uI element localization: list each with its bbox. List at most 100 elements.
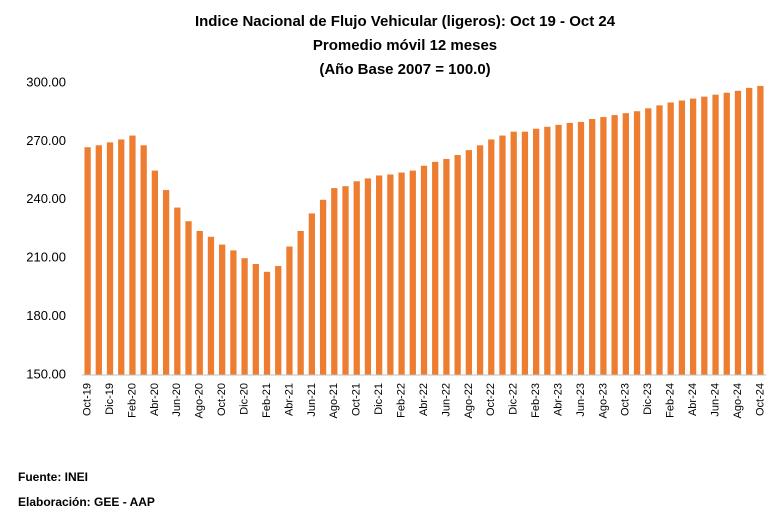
bar <box>510 131 517 375</box>
bar <box>387 174 394 375</box>
bar <box>286 246 293 375</box>
bar <box>622 113 629 375</box>
x-tick-label: Abr-20 <box>149 383 161 416</box>
x-tick-label: Dic-23 <box>642 383 654 415</box>
bar <box>712 94 719 376</box>
bar <box>757 85 764 376</box>
bar <box>185 221 192 375</box>
bar <box>656 105 663 376</box>
bar <box>308 213 316 375</box>
x-tick-label: Dic-20 <box>238 383 250 415</box>
bar <box>151 170 159 375</box>
bar <box>465 150 472 375</box>
x-tick-label: Dic-22 <box>508 383 520 415</box>
chart-title: Indice Nacional de Flujo Vehicular (lige… <box>195 13 616 30</box>
footnote: Elaboración: GEE - AAP <box>18 495 155 509</box>
bar <box>555 124 562 375</box>
y-tick-label: 180.00 <box>26 308 66 323</box>
x-tick-label: Feb-24 <box>665 383 677 418</box>
bar <box>532 128 540 375</box>
bar <box>174 207 181 375</box>
x-tick-label: Ago-21 <box>328 383 340 418</box>
x-tick-label: Abr-21 <box>283 383 295 416</box>
bar <box>241 258 248 375</box>
bar <box>275 265 282 375</box>
x-tick-label: Oct-21 <box>351 383 363 416</box>
bar <box>331 188 338 375</box>
bar <box>476 145 484 375</box>
bar <box>398 172 405 375</box>
bar <box>342 186 349 375</box>
bar <box>364 178 372 375</box>
bar <box>521 131 529 375</box>
bar <box>589 119 596 375</box>
y-tick-label: 300.00 <box>26 74 66 89</box>
x-tick-label: Feb-22 <box>395 383 407 418</box>
bar <box>420 165 428 375</box>
x-tick-label: Ago-24 <box>732 383 744 418</box>
bar <box>488 139 495 375</box>
bar <box>701 96 708 376</box>
bar <box>297 230 304 375</box>
bar <box>544 126 551 375</box>
x-tick-label: Oct-19 <box>82 383 94 416</box>
x-tick-label: Jun-24 <box>709 383 721 417</box>
x-tick-label: Oct-22 <box>485 383 497 416</box>
bar <box>678 100 686 376</box>
bar <box>645 108 652 375</box>
bar <box>443 158 450 375</box>
bar <box>252 264 259 375</box>
chart-subtitle: Promedio móvil 12 meses <box>313 37 497 54</box>
bar <box>746 87 753 375</box>
x-tick-label: Oct-24 <box>754 383 766 416</box>
y-tick-label: 270.00 <box>26 133 66 148</box>
x-tick-label: Abr-23 <box>552 383 564 416</box>
bar <box>207 236 215 375</box>
x-tick-label: Ago-22 <box>463 383 475 418</box>
bar <box>140 145 147 375</box>
bar <box>734 90 742 375</box>
y-tick-label: 150.00 <box>26 366 66 381</box>
bar <box>118 139 125 375</box>
bar <box>611 115 618 376</box>
y-tick-label: 240.00 <box>26 191 66 206</box>
bar <box>353 181 360 375</box>
bar <box>162 190 170 375</box>
bar <box>566 122 573 375</box>
bar <box>454 155 461 375</box>
bar <box>129 135 136 375</box>
bar <box>219 244 226 375</box>
bar <box>230 250 237 375</box>
x-tick-label: Oct-23 <box>620 383 632 416</box>
bar <box>84 147 91 375</box>
x-tick-label: Ago-20 <box>194 383 206 418</box>
x-tick-label: Dic-21 <box>373 383 385 415</box>
x-tick-label: Jun-22 <box>440 383 452 417</box>
bar <box>106 142 114 375</box>
bar <box>633 111 641 375</box>
bar <box>196 230 203 375</box>
x-tick-label: Oct-20 <box>216 383 228 416</box>
x-tick-label: Abr-24 <box>687 383 699 416</box>
footnote: Fuente: INEI <box>18 470 88 484</box>
bar <box>95 145 102 375</box>
bar <box>667 102 674 375</box>
x-tick-label: Jun-21 <box>306 383 318 417</box>
bar <box>600 117 607 376</box>
bar <box>432 161 439 375</box>
bar <box>376 175 383 375</box>
x-tick-label: Ago-23 <box>597 383 609 418</box>
chart-subtitle: (Año Base 2007 = 100.0) <box>319 61 490 78</box>
x-tick-label: Feb-23 <box>530 383 542 418</box>
bar <box>577 121 585 375</box>
x-tick-label: Dic-19 <box>104 383 116 415</box>
x-tick-label: Feb-21 <box>261 383 273 418</box>
x-tick-label: Feb-20 <box>126 383 138 418</box>
bar <box>319 199 327 375</box>
bar <box>409 170 416 375</box>
y-tick-label: 210.00 <box>26 250 66 265</box>
x-tick-label: Abr-22 <box>418 383 430 416</box>
bar <box>263 271 271 375</box>
